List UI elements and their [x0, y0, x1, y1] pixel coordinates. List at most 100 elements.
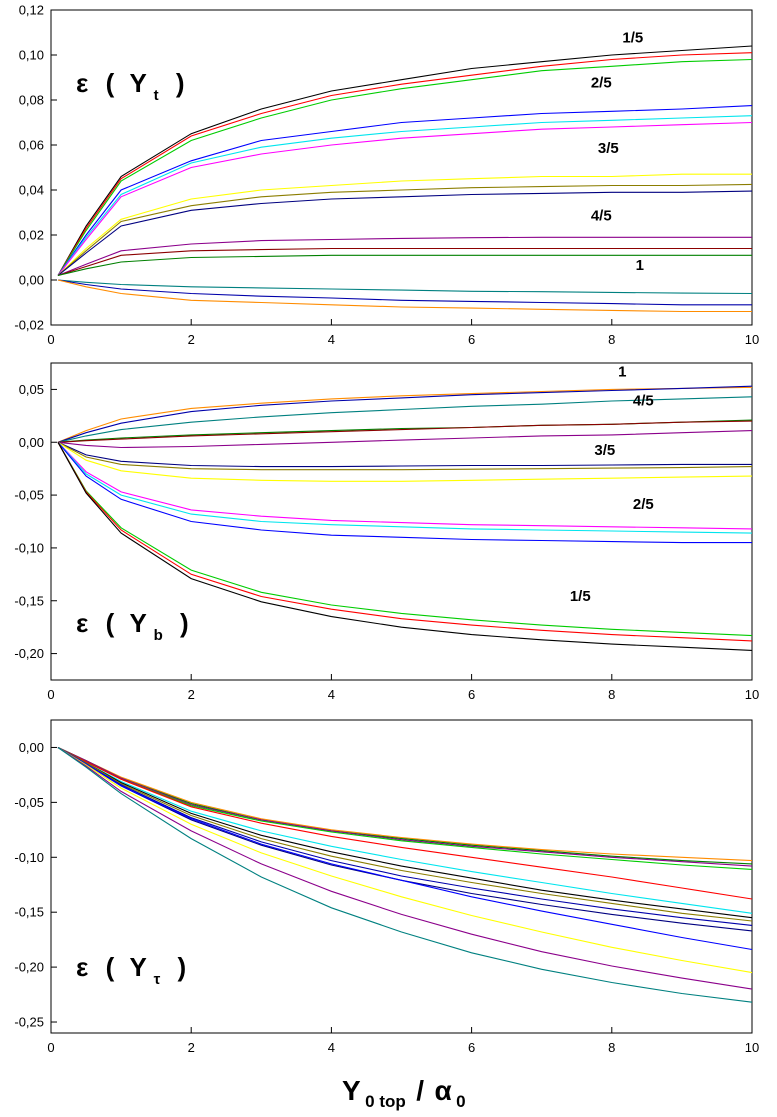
- panel-middle-frame: [50, 362, 753, 681]
- series-line-bottom-5: [57, 747, 753, 914]
- series-line-top-0: [57, 45, 753, 276]
- y-tick-label-bottom-0: -0,25: [14, 1015, 44, 1030]
- x-axis-label-sub: 0 top: [365, 1092, 406, 1111]
- y-tick-label-bottom-3: -0,10: [14, 850, 44, 865]
- x-tick-label-middle-2: 4: [328, 687, 335, 702]
- series-line-middle-10: [57, 441, 753, 534]
- x-tick-label-middle-3: 6: [468, 687, 475, 702]
- series-line-bottom-8: [57, 747, 753, 926]
- series-line-bottom-4: [57, 747, 753, 900]
- x-axis-label: Y 0 top / α 0: [342, 1075, 466, 1111]
- curve-label-middle-0: 1: [618, 364, 626, 381]
- panel-bottom-frame: [50, 719, 753, 1034]
- curve-label-top-3: 4/5: [591, 207, 612, 224]
- series-line-bottom-11: [57, 747, 753, 974]
- x-tick-label-bottom-2: 4: [328, 1040, 335, 1055]
- panel-top-frame: [50, 9, 753, 326]
- ylabel-middle-paren-open: (: [106, 608, 115, 638]
- ylabel-top-paren-open: (: [106, 68, 115, 98]
- x-tick-label-bottom-5: 10: [745, 1040, 759, 1055]
- y-tick-label-top-0: -0,02: [14, 318, 44, 333]
- series-line-bottom-6: [57, 747, 753, 919]
- ylabel-bottom-sub: τ: [154, 971, 161, 988]
- series-line-middle-11: [57, 441, 752, 544]
- series-line-bottom-13: [57, 747, 753, 1003]
- ylabel-top-paren-close: ): [176, 68, 185, 98]
- ylabel-top-sub: t: [154, 87, 159, 104]
- x-axis-label-den-sub: 0: [456, 1092, 465, 1111]
- series-line-middle-5: [57, 430, 753, 449]
- series-line-bottom-12: [57, 747, 753, 990]
- y-tick-label-bottom-2: -0,15: [14, 905, 44, 920]
- series-line-top-6: [57, 173, 752, 276]
- ylabel-middle: ε ( Y b ): [76, 608, 189, 646]
- series-line-middle-7: [57, 441, 753, 471]
- x-tick-label-middle-1: 2: [188, 687, 195, 702]
- series-line-middle-9: [57, 441, 753, 530]
- series-line-top-3: [57, 105, 753, 276]
- curve-label-middle-4: 1/5: [570, 588, 591, 605]
- series-line-bottom-10: [57, 747, 753, 951]
- ylabel-middle-symbol: ε: [76, 608, 88, 638]
- y-tick-label-middle-1: -0,15: [14, 593, 44, 608]
- y-tick-label-middle-3: -0,05: [14, 488, 44, 503]
- panel-top: 0 2 4 6 8 10 -0,02 0,00 0,02 0,04 0,06 0,08 0,10 0,12…: [14, 3, 759, 348]
- series-line-top-14: [57, 279, 752, 313]
- y-tick-label-top-6: 0,10: [19, 48, 44, 63]
- series-line-middle-0: [57, 386, 753, 443]
- series-line-top-10: [57, 247, 752, 277]
- series-line-middle-4: [57, 420, 753, 443]
- curve-label-middle-2: 3/5: [594, 442, 615, 459]
- series-line-top-9: [57, 236, 752, 277]
- x-axis-label-den: α: [434, 1075, 451, 1106]
- y-tick-label-middle-4: 0,00: [19, 435, 44, 450]
- curve-label-top-4: 1: [636, 257, 644, 274]
- x-axis-label-sep: /: [416, 1075, 424, 1106]
- curve-label-top-1: 2/5: [591, 75, 612, 92]
- series-line-middle-6: [57, 441, 752, 468]
- series-line-middle-14: [57, 442, 753, 651]
- y-tick-label-middle-0: -0,20: [14, 646, 44, 661]
- series-line-middle-12: [57, 442, 753, 637]
- series-line-top-4: [57, 115, 753, 276]
- series-line-top-7: [57, 183, 753, 276]
- ylabel-top: ε ( Y t ): [76, 68, 185, 106]
- x-tick-label-middle-0: 0: [47, 687, 54, 702]
- ylabel-top-symbol: ε: [76, 68, 88, 98]
- y-tick-label-top-3: 0,04: [19, 183, 44, 198]
- curve-label-middle-1: 4/5: [633, 392, 654, 409]
- x-tick-label-top-4: 8: [608, 332, 615, 347]
- series-line-middle-13: [57, 442, 753, 642]
- series-line-top-13: [57, 279, 752, 306]
- x-tick-label-bottom-0: 0: [47, 1040, 54, 1055]
- ylabel-middle-paren-close: ): [180, 608, 189, 638]
- series-line-top-2: [57, 58, 753, 276]
- x-tick-label-middle-4: 8: [608, 687, 615, 702]
- y-tick-label-top-4: 0,06: [19, 138, 44, 153]
- y-tick-label-middle-5: 0,05: [19, 382, 44, 397]
- y-tick-label-top-7: 0,12: [19, 3, 44, 18]
- ylabel-top-var: Y: [129, 68, 146, 98]
- series-line-middle-8: [57, 441, 753, 482]
- ylabel-bottom: ε ( Y τ ): [76, 952, 186, 990]
- series-line-bottom-2: [57, 747, 753, 867]
- x-tick-label-top-1: 2: [188, 332, 195, 347]
- series-line-middle-1: [57, 385, 753, 443]
- panel-bottom: 0 2 4 6 8 10 -0,25 -0,20 -0,15 -0,10 -0,05 0,00: [14, 719, 759, 1055]
- series-line-top-8: [57, 190, 753, 276]
- x-tick-label-bottom-3: 6: [468, 1040, 475, 1055]
- y-tick-label-top-2: 0,02: [19, 228, 44, 243]
- x-axis-label-var: Y: [342, 1075, 361, 1106]
- ylabel-middle-var: Y: [129, 608, 146, 638]
- y-tick-label-middle-2: -0,10: [14, 540, 44, 555]
- series-line-top-12: [57, 279, 753, 295]
- series-line-bottom-3: [57, 747, 753, 870]
- ylabel-bottom-symbol: ε: [76, 952, 88, 982]
- series-line-bottom-7: [57, 747, 753, 922]
- series-line-top-5: [57, 121, 753, 276]
- ylabel-bottom-paren-close: ): [178, 952, 187, 982]
- series-line-middle-2: [57, 396, 753, 443]
- x-tick-label-top-0: 0: [47, 332, 54, 347]
- x-tick-label-bottom-1: 2: [188, 1040, 195, 1055]
- y-tick-label-bottom-5: 0,00: [19, 740, 44, 755]
